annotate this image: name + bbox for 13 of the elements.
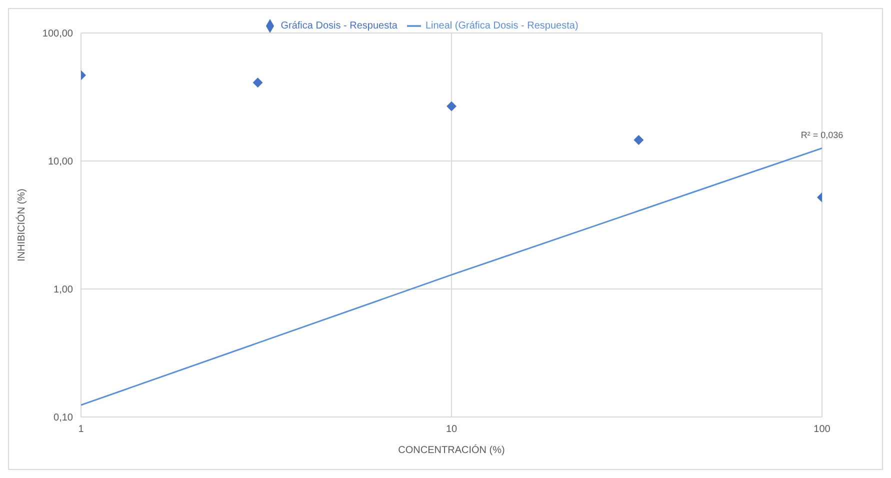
x-tick-label: 1 (78, 424, 84, 436)
y-tick-label: 100,00 (42, 28, 74, 40)
y-tick-label: 0,10 (54, 412, 74, 424)
y-tick-label: 10,00 (48, 156, 74, 168)
annotation: R² = 0,036 (800, 130, 844, 140)
point (446, 101, 456, 112)
legend-label: Gráfica Dosis - Respuesta (280, 20, 398, 32)
y-axis-title: INHIBICIÓN (%) (16, 188, 28, 262)
x-tick-label: 10 (446, 424, 458, 436)
x-tick-label: 100 (814, 424, 831, 436)
legend-label: Lineal (Gráfica Dosis - Respuesta) (425, 20, 578, 32)
x-axis-title: CONCENTRACIÓN (%) (398, 444, 505, 456)
y-tick-label: 1,00 (54, 284, 74, 296)
